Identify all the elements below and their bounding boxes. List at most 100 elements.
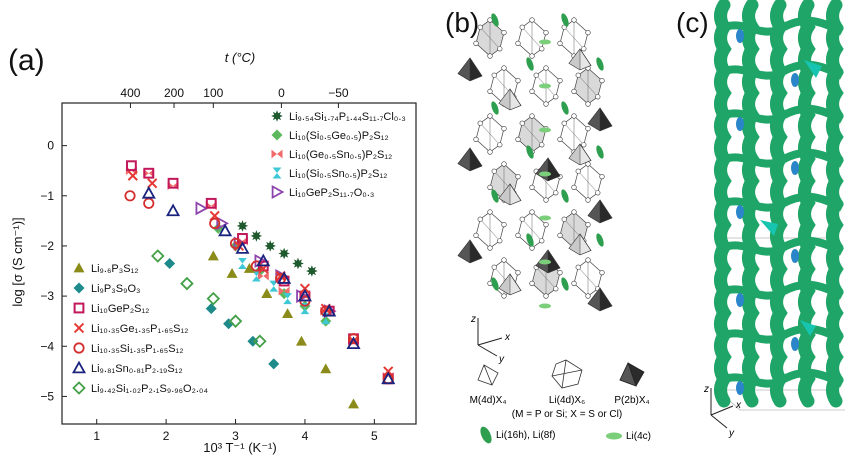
p-tetrahedron [457, 57, 483, 82]
legend-marker [72, 381, 86, 395]
cross-link [720, 280, 844, 300]
legend-m4d: M(4d)X₄ [470, 395, 507, 406]
data-point [243, 263, 255, 273]
li4c-site [539, 83, 551, 89]
data-marks [124, 160, 396, 409]
data-point [143, 168, 155, 178]
data-point [209, 217, 221, 229]
x-axis-label: 10³ T⁻¹ (K⁻¹) [203, 440, 276, 455]
top-axis-label: t (°C) [225, 50, 255, 65]
legend-entry: Li₁₀.₃₅Si₁.₃₅P₁.₆₅S₁₂ [91, 343, 184, 355]
li4d-octahedron-icon [551, 359, 583, 389]
data-point [320, 363, 332, 374]
data-point [322, 303, 337, 317]
li-site [491, 189, 499, 203]
lattice-drawing [457, 13, 613, 312]
data-point [164, 258, 176, 269]
data-point [205, 303, 217, 315]
legend-entry: Li₉.₆P₃S₁₂ [91, 263, 139, 275]
li4c-site [539, 171, 551, 177]
channel-hole [791, 161, 799, 175]
y-tick-label: −3 [40, 289, 54, 303]
octahedron [571, 65, 605, 107]
legend-marker [73, 302, 85, 314]
li16h-site-icon [480, 426, 492, 444]
li-site [596, 145, 604, 159]
x-tick-label: 3 [232, 429, 239, 443]
data-point [321, 313, 331, 325]
p-tetrahedron [587, 107, 613, 132]
octahedron [473, 17, 507, 59]
y-axis-label: log [σ (S cm⁻¹)] [10, 217, 25, 306]
y-tick-label: −5 [40, 389, 54, 403]
legend-right: Li₉.₅₄Si₁.₇₄P₁.₄₄S₁₁.₇Cl₀.₃ Li₁₀(Si₀.₅Ge₀… [271, 110, 406, 200]
data-point [292, 257, 304, 270]
li4c-site [539, 39, 551, 45]
legend-marker [73, 322, 85, 334]
legend-entry: Li₁₀(Si₀.₅Ge₀.₅)P₂S₁₂ [289, 130, 389, 142]
octahedron [571, 257, 605, 299]
octahedron [515, 209, 549, 251]
facet-cyan [800, 320, 816, 336]
cross-link [720, 104, 844, 124]
li4c-site [539, 259, 551, 265]
legend-li4c: Li(4c) [626, 431, 651, 442]
li-site [561, 13, 569, 27]
data-point [253, 334, 267, 349]
data-point [124, 190, 136, 202]
p-tetrahedron [587, 287, 613, 312]
conductivity-chart: 1 2 3 4 5 0 −1 −2 −3 −4 −5 400 200 100 0 −50 Li₉.₅₄Si₁.… [10, 50, 417, 455]
data-point [268, 358, 280, 370]
top-tick-label: 100 [203, 86, 223, 100]
data-point [381, 371, 396, 385]
top-tick-label: −50 [328, 86, 349, 100]
polyhedra-legend: M(4d)X₄ Li(4d)X₆ P(2b)X₄ (M = P or Si; X… [470, 359, 651, 444]
crystal-structure-panel: z x y M(4d)X₄ Li(4d)X₆ P(2b)X₄ (M = P or… [457, 13, 651, 444]
data-point [206, 291, 221, 306]
axis-label-y-c: y [728, 428, 735, 439]
axis-label-z-c: z [703, 384, 709, 395]
plot-frame [61, 102, 417, 425]
axis-ticks: 1 2 3 4 5 0 −1 −2 −3 −4 −5 400 200 100 0 −50 [40, 86, 378, 443]
channel-hole [736, 117, 744, 131]
channel-hole [791, 337, 799, 351]
axis-triad-c [710, 388, 734, 429]
axis-label-x-c: x [735, 400, 742, 411]
octahedron [557, 17, 591, 59]
data-point [228, 314, 243, 328]
legend-note: (M = P or Si; X = S or Cl) [512, 409, 622, 420]
conduction-channel [798, 0, 816, 408]
data-point [251, 270, 261, 282]
y-tick-label: −1 [40, 189, 54, 203]
m-tetrahedron [498, 273, 522, 296]
data-point [297, 288, 312, 302]
data-point [238, 258, 247, 269]
m-tetrahedron [568, 48, 592, 71]
li-site [491, 101, 499, 115]
legend-marker [271, 129, 283, 141]
data-point [151, 249, 165, 263]
isosurface-panel: z x y [703, 0, 845, 439]
data-point [257, 271, 269, 281]
cross-link [720, 324, 844, 344]
octahedron [473, 113, 507, 155]
li-site [561, 101, 569, 115]
axis-label-y: y [498, 354, 505, 365]
legend-li16h: Li(16h), Li(8f) [496, 430, 555, 441]
x-tick-label: 2 [163, 429, 170, 443]
data-point [207, 250, 219, 261]
y-tick-label: −4 [40, 339, 54, 353]
data-point [295, 335, 307, 346]
data-point [235, 241, 250, 254]
data-point [256, 253, 271, 267]
legend-marker [71, 360, 87, 374]
top-tick-label: 0 [278, 86, 285, 100]
octahedron [557, 113, 591, 155]
cross-link [720, 148, 844, 168]
data-point [167, 177, 179, 189]
m-tetrahedron [568, 143, 592, 166]
channel-hole [736, 381, 744, 395]
data-point [299, 283, 311, 294]
legend-entry: Li₁₀(Si₀.₅Sn₀.₅)P₂S₁₂ [289, 168, 387, 180]
